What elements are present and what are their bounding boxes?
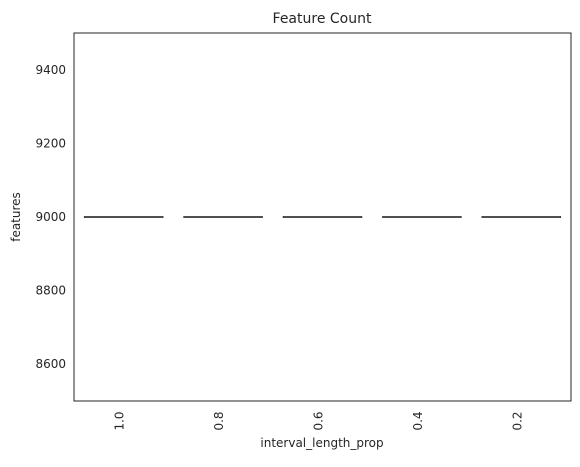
x-tick-label: 0.2 — [510, 411, 524, 430]
y-tick-label: 9200 — [35, 136, 66, 150]
x-tick-label: 0.4 — [411, 411, 425, 430]
y-tick-label: 8600 — [35, 357, 66, 371]
y-axis-label: features — [9, 192, 23, 242]
x-axis-label: interval_length_prop — [260, 436, 383, 450]
y-tick-label: 9400 — [35, 63, 66, 77]
plot-area: 8600 8800 9000 9200 9400 1.0 0.8 0.6 0.4 0.2 — [35, 32, 572, 431]
chart-title: Feature Count — [273, 11, 372, 27]
plot-frame — [73, 32, 572, 402]
y-tick-label: 9000 — [35, 210, 66, 224]
y-tick-label: 8800 — [35, 284, 66, 298]
x-tick-label: 0.6 — [312, 411, 326, 430]
x-tick-label: 1.0 — [113, 411, 127, 430]
x-tick-label: 0.8 — [212, 411, 226, 430]
